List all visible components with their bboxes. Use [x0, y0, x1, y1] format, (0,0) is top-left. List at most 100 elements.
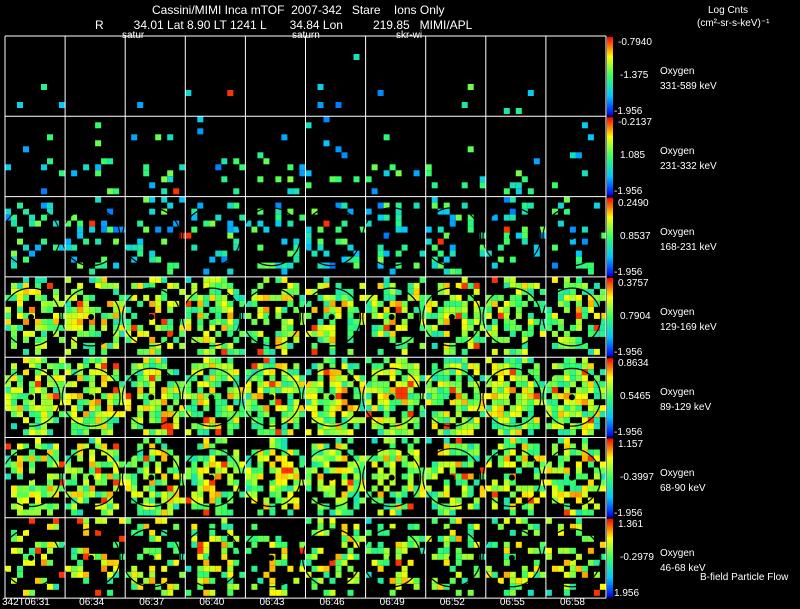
heatmap-cell — [425, 300, 432, 307]
heatmap-cell — [581, 503, 588, 510]
heatmap-cell — [155, 467, 162, 474]
heatmap-cell — [65, 381, 72, 388]
heatmap-cell — [389, 164, 396, 171]
heatmap-cell — [377, 405, 384, 412]
heatmap-cell — [587, 411, 594, 418]
heatmap-cell — [113, 312, 120, 319]
heatmap-cell — [131, 134, 138, 141]
heatmap-cell — [215, 250, 222, 257]
heatmap-cell — [161, 423, 168, 430]
heatmap-cell — [587, 429, 594, 436]
heatmap-cell — [227, 405, 234, 412]
heatmap-cell — [581, 429, 588, 436]
heatmap-cell — [353, 571, 360, 578]
heatmap-cell — [299, 375, 306, 382]
heatmap-cell — [335, 571, 342, 578]
heatmap-cell — [269, 443, 276, 450]
heatmap-cell — [269, 461, 276, 468]
heatmap-cell — [53, 473, 59, 480]
heatmap-cell — [71, 393, 78, 400]
heatmap-cell — [497, 461, 504, 468]
heatmap-cell — [383, 282, 390, 289]
heatmap-cell — [47, 208, 53, 215]
heatmap-cell — [281, 547, 288, 554]
field-of-view-ring — [181, 287, 241, 347]
heatmap-cell — [257, 485, 264, 492]
heatmap-cell — [35, 324, 41, 331]
heatmap-cell — [311, 399, 318, 406]
heatmap-cell — [251, 318, 258, 325]
heatmap-cell — [377, 282, 384, 289]
field-of-view-ring — [542, 207, 602, 267]
heatmap-cell — [53, 324, 59, 331]
heatmap-cell — [599, 405, 606, 412]
heatmap-cell — [101, 553, 108, 560]
heatmap-cell — [167, 541, 174, 548]
heatmap-cell — [203, 417, 210, 424]
heatmap-cell — [35, 497, 41, 504]
heatmap-cell — [155, 449, 162, 456]
heatmap-cell — [449, 268, 456, 275]
heatmap-cell — [65, 363, 72, 370]
heatmap-cell — [137, 423, 144, 430]
heatmap-cell — [35, 288, 41, 295]
heatmap-cell — [41, 238, 47, 245]
heatmap-cell — [581, 226, 588, 233]
heatmap-cell — [191, 423, 198, 430]
heatmap-cell — [587, 369, 594, 376]
heatmap-cell — [23, 336, 29, 343]
heatmap-cell — [353, 176, 360, 183]
heatmap-cell — [449, 461, 456, 468]
heatmap-cell — [551, 244, 558, 251]
heatmap-cell — [227, 571, 234, 578]
heatmap-cell — [521, 282, 528, 289]
heatmap-cell — [215, 330, 222, 337]
heatmap-cell — [209, 363, 216, 370]
heatmap-cell — [401, 437, 408, 444]
heatmap-cell — [83, 429, 90, 436]
heatmap-cell — [581, 393, 588, 400]
heatmap-cell — [581, 535, 588, 542]
heatmap-cell — [209, 256, 216, 263]
heatmap-cell — [119, 461, 126, 468]
heatmap-cell — [143, 282, 150, 289]
heatmap-cell — [461, 324, 468, 331]
heatmap-cell — [533, 417, 540, 424]
heatmap-cell — [497, 399, 504, 406]
heatmap-cell — [305, 226, 312, 233]
heatmap-cell — [575, 294, 582, 301]
colorbar-max-label: 1.157 — [618, 438, 644, 450]
heatmap-cell — [47, 491, 53, 498]
heatmap-cell — [425, 437, 432, 444]
heatmap-cell — [437, 369, 444, 376]
heatmap-cell — [521, 503, 528, 510]
heatmap-cell — [527, 523, 534, 530]
heatmap-cell — [509, 196, 516, 203]
heatmap-cell — [431, 411, 438, 418]
heatmap-cell — [155, 553, 162, 560]
heatmap-cell — [305, 170, 312, 177]
heatmap-cell — [593, 559, 600, 566]
heatmap-cell — [89, 461, 96, 468]
heatmap-cell — [371, 473, 378, 480]
field-of-view-ring — [121, 528, 181, 588]
heatmap-cell — [77, 565, 84, 572]
heatmap-cell — [575, 485, 582, 492]
heatmap-cell — [281, 423, 288, 430]
heatmap-cell — [593, 375, 600, 382]
heatmap-cell — [413, 375, 420, 382]
heatmap-cell — [77, 455, 84, 462]
heatmap-cell — [389, 491, 396, 498]
heatmap-cell — [221, 547, 228, 554]
heatmap-cell — [191, 226, 198, 233]
heatmap-cell — [119, 411, 126, 418]
heatmap-cell — [35, 437, 41, 444]
heatmap-cell — [323, 282, 330, 289]
heatmap-cell — [137, 523, 144, 530]
heatmap-cell — [497, 405, 504, 412]
heatmap-cell — [221, 282, 228, 289]
heatmap-cell — [155, 547, 162, 554]
heatmap-cell — [389, 443, 396, 450]
heatmap-cell — [203, 300, 210, 307]
heatmap-cell — [521, 393, 528, 400]
